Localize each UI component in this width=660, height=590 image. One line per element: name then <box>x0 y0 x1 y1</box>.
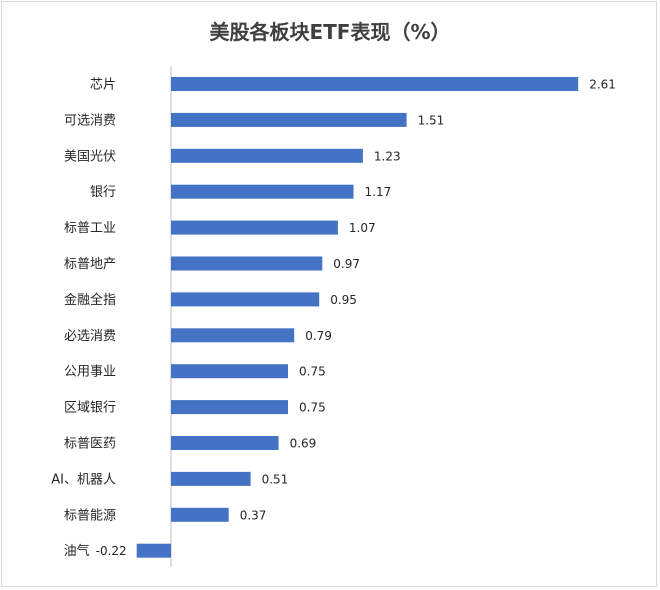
bar <box>171 507 229 522</box>
value-label: 1.07 <box>349 221 376 235</box>
value-label: 2.61 <box>589 78 616 92</box>
category-label: 油气 <box>64 543 90 559</box>
category-label: 公用事业 <box>64 365 116 380</box>
bar <box>136 543 171 558</box>
category-label: 金融全指 <box>64 292 116 308</box>
bar <box>171 471 251 486</box>
chart-title: 美股各板块ETF表现（%） <box>209 20 451 44</box>
value-label: 0.75 <box>299 365 326 379</box>
bar <box>171 400 288 415</box>
value-label: 1.23 <box>374 149 401 163</box>
category-label: 美国光伏 <box>64 149 116 164</box>
value-label: 0.75 <box>299 401 326 415</box>
value-label: 1.51 <box>418 113 445 127</box>
bar <box>171 292 320 307</box>
value-label: 0.95 <box>330 293 357 307</box>
bar <box>171 256 323 271</box>
category-label: 芯片 <box>90 78 116 93</box>
category-label: 必选消费 <box>64 329 116 344</box>
value-label: 0.79 <box>305 329 332 343</box>
bar <box>171 112 407 127</box>
bar <box>171 184 354 199</box>
bar <box>171 436 279 450</box>
value-label: -0.22 <box>96 544 127 558</box>
category-label: 标普工业 <box>64 221 116 236</box>
bar <box>171 220 338 235</box>
value-label: 0.51 <box>262 472 289 486</box>
bar <box>171 328 295 343</box>
value-label: 0.37 <box>240 508 267 522</box>
category-label: 标普能源 <box>64 508 116 523</box>
category-label: 可选消费 <box>64 113 116 128</box>
value-label: 0.97 <box>333 257 360 271</box>
category-label: AI、机器人 <box>51 472 116 487</box>
category-label: 银行 <box>90 185 116 200</box>
bar <box>171 148 363 163</box>
category-label: 标普地产 <box>64 257 116 272</box>
bar <box>171 364 288 379</box>
value-label: 1.17 <box>365 185 392 199</box>
bar <box>171 77 579 91</box>
category-label: 区域银行 <box>64 401 116 416</box>
category-label: 标普医药 <box>64 437 116 452</box>
value-label: 0.69 <box>290 437 317 451</box>
